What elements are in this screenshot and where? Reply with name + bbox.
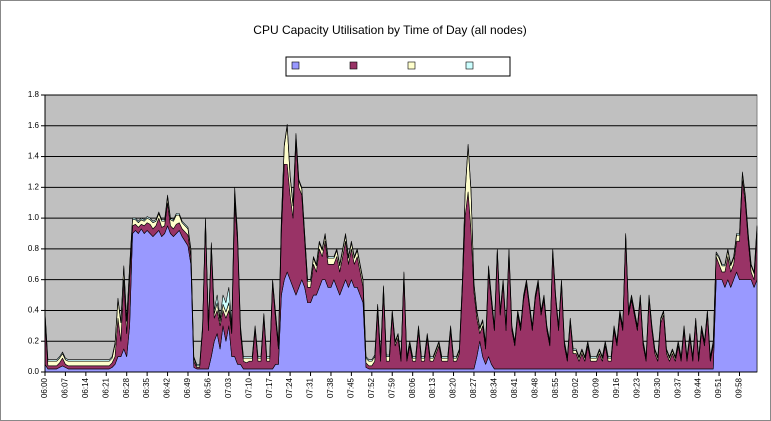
legend-swatch bbox=[407, 61, 416, 70]
y-tick-label: 1.8 bbox=[28, 90, 40, 99]
legend bbox=[285, 56, 511, 77]
x-tick-label: 09:30 bbox=[653, 377, 662, 398]
x-tick-label: 08:06 bbox=[408, 377, 417, 398]
y-tick-label: 1.0 bbox=[28, 213, 40, 222]
chart-title: CPU Capacity Utilisation by Time of Day … bbox=[253, 23, 526, 37]
y-tick-label: 0.0 bbox=[28, 367, 40, 376]
x-tick-label: 09:58 bbox=[735, 377, 744, 398]
y-tick-label: 0.8 bbox=[28, 244, 40, 253]
x-tick-label: 07:17 bbox=[265, 377, 274, 398]
legend-swatch bbox=[465, 61, 474, 70]
legend-box bbox=[285, 56, 511, 77]
x-tick-label: 07:52 bbox=[367, 377, 376, 398]
x-tick-label: 08:20 bbox=[449, 377, 458, 398]
area bbox=[44, 123, 758, 367]
x-tick-label: 06:42 bbox=[163, 377, 172, 398]
x-tick-label: 07:03 bbox=[224, 377, 233, 398]
x-tick-label: 07:31 bbox=[306, 377, 315, 398]
x-tick-label: 06:28 bbox=[122, 377, 131, 398]
x-tick-label: 09:51 bbox=[714, 377, 723, 398]
x-tick-label: 08:48 bbox=[530, 377, 539, 398]
y-tick-label: 1.2 bbox=[28, 182, 40, 191]
x-tick-label: 06:35 bbox=[142, 377, 151, 398]
x-tick-label: 08:27 bbox=[469, 377, 478, 398]
x-tick-label: 08:13 bbox=[428, 377, 437, 398]
y-tick-label: 0.4 bbox=[28, 306, 40, 315]
y-tick-label: 0.6 bbox=[28, 275, 40, 284]
x-tick-label: 09:23 bbox=[632, 377, 641, 398]
x-tick-label: 09:37 bbox=[673, 377, 682, 398]
x-tick-label: 06:14 bbox=[81, 377, 90, 398]
x-tick-label: 08:41 bbox=[510, 377, 519, 398]
x-tick-label: 06:07 bbox=[61, 377, 70, 398]
x-tick-label: 07:59 bbox=[387, 377, 396, 398]
x-tick-label: 09:16 bbox=[612, 377, 621, 398]
x-tick-label: 09:09 bbox=[592, 377, 601, 398]
y-tick-label: 1.6 bbox=[28, 121, 40, 130]
y-tick-label: 0.2 bbox=[28, 336, 40, 345]
y-tick-label: 1.4 bbox=[28, 152, 40, 161]
x-tick-label: 06:00 bbox=[40, 377, 49, 398]
x-tick-label: 06:21 bbox=[101, 377, 110, 398]
x-tick-label: 08:55 bbox=[551, 377, 560, 398]
x-tick-label: 09:02 bbox=[571, 377, 580, 398]
x-tick-label: 06:49 bbox=[183, 377, 192, 398]
x-tick-label: 06:56 bbox=[204, 377, 213, 398]
x-tick-label: 07:10 bbox=[244, 377, 253, 398]
x-tick-label: 07:45 bbox=[347, 377, 356, 398]
x-tick-label: 09:44 bbox=[694, 377, 703, 398]
x-tick-label: 08:34 bbox=[489, 377, 498, 398]
x-tick-label: 07:38 bbox=[326, 377, 335, 398]
legend-swatch bbox=[291, 61, 300, 70]
legend-swatch bbox=[349, 61, 358, 70]
x-tick-label: 07:24 bbox=[285, 377, 294, 398]
